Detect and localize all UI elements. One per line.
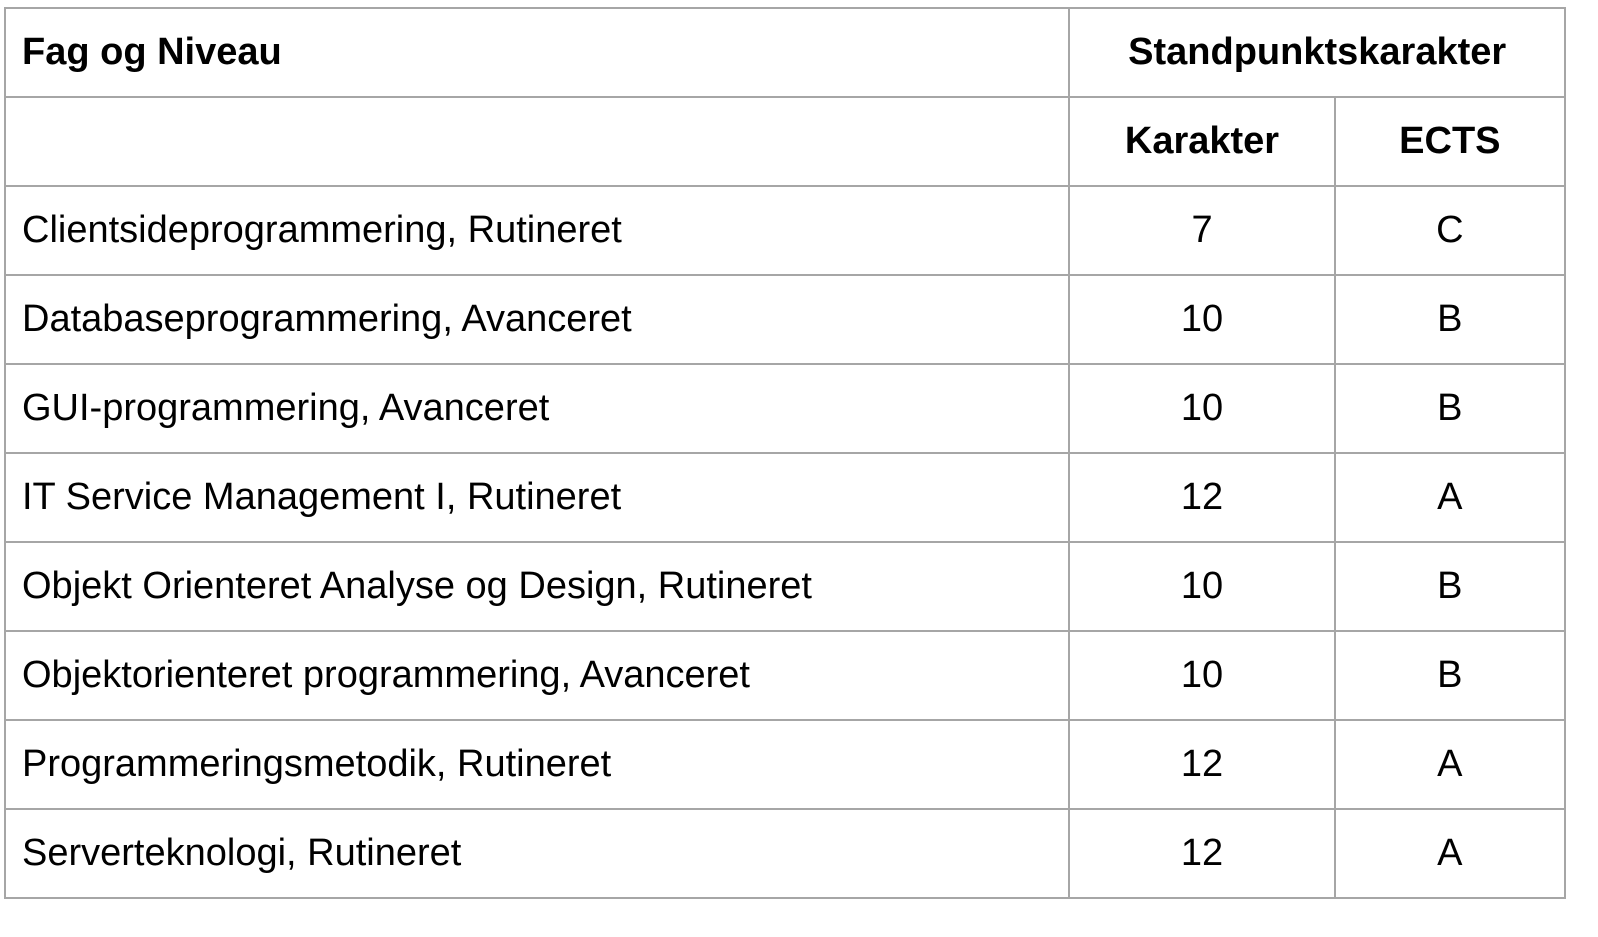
table-row: Objekt Orienteret Analyse og Design, Rut…	[3, 541, 1567, 632]
ects-cell: B	[1333, 630, 1567, 721]
subject-cell: Serverteknologi, Rutineret	[3, 808, 1071, 899]
subject-cell: Programmeringsmetodik, Rutineret	[3, 719, 1071, 810]
grades-table-body: Clientsideprogrammering, Rutineret 7 C D…	[3, 185, 1567, 899]
grade-cell: 10	[1068, 541, 1336, 632]
ects-cell: A	[1333, 719, 1567, 810]
table-row: Databaseprogrammering, Avanceret 10 B	[3, 274, 1567, 365]
subject-cell: IT Service Management I, Rutineret	[3, 452, 1071, 543]
ects-cell: A	[1333, 452, 1567, 543]
ects-cell: B	[1333, 274, 1567, 365]
ects-cell: B	[1333, 541, 1567, 632]
table-row: Clientsideprogrammering, Rutineret 7 C	[3, 185, 1567, 276]
grade-cell: 12	[1068, 452, 1336, 543]
table-row: Objektorienteret programmering, Avancere…	[3, 630, 1567, 721]
ects-cell: B	[1333, 363, 1567, 454]
grade-cell: 12	[1068, 719, 1336, 810]
grade-header: Karakter	[1068, 96, 1336, 187]
ects-cell: A	[1333, 808, 1567, 899]
grade-cell: 10	[1068, 363, 1336, 454]
standpoint-grade-header: Standpunktskarakter	[1068, 7, 1566, 98]
grades-table-header: Fag og Niveau Standpunktskarakter Karakt…	[3, 7, 1567, 187]
ects-cell: C	[1333, 185, 1567, 276]
grades-table: Fag og Niveau Standpunktskarakter Karakt…	[3, 7, 1567, 899]
empty-header-cell	[3, 96, 1071, 187]
grade-cell: 10	[1068, 274, 1336, 365]
subject-cell: Databaseprogrammering, Avanceret	[3, 274, 1071, 365]
table-row: GUI-programmering, Avanceret 10 B	[3, 363, 1567, 454]
subject-cell: Objekt Orienteret Analyse og Design, Rut…	[3, 541, 1071, 632]
subject-cell: Objektorienteret programmering, Avancere…	[3, 630, 1071, 721]
header-row-bottom: Karakter ECTS	[3, 96, 1567, 187]
grade-cell: 10	[1068, 630, 1336, 721]
grade-cell: 7	[1068, 185, 1336, 276]
subject-cell: GUI-programmering, Avanceret	[3, 363, 1071, 454]
grade-cell: 12	[1068, 808, 1336, 899]
subject-cell: Clientsideprogrammering, Rutineret	[3, 185, 1071, 276]
ects-header: ECTS	[1333, 96, 1567, 187]
table-row: IT Service Management I, Rutineret 12 A	[3, 452, 1567, 543]
table-row: Programmeringsmetodik, Rutineret 12 A	[3, 719, 1567, 810]
subject-level-header: Fag og Niveau	[3, 7, 1071, 98]
table-row: Serverteknologi, Rutineret 12 A	[3, 808, 1567, 899]
header-row-top: Fag og Niveau Standpunktskarakter	[3, 7, 1566, 98]
